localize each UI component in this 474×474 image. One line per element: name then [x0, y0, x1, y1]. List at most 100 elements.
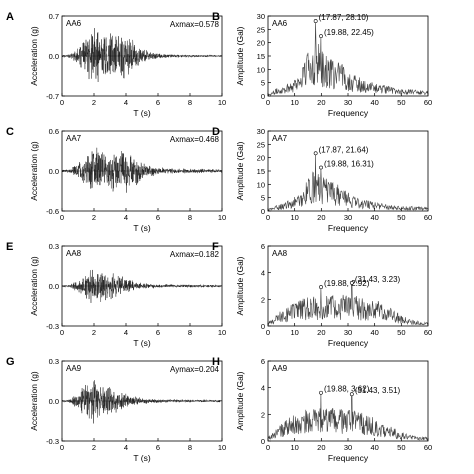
x-tick-label: 8	[188, 213, 192, 222]
y-axis-label: Acceleration (g)	[29, 26, 39, 86]
peak-label: (17.87, 21.64)	[319, 145, 369, 154]
x-tick-label: 6	[156, 213, 160, 222]
peak-label: (31.43, 3.23)	[355, 275, 401, 284]
station-label: AA6	[66, 19, 82, 28]
x-axis-label: Frequency	[328, 453, 369, 463]
peak-label: (17.87, 28.10)	[319, 13, 369, 22]
panel-a: A 0 2 4 6 8 10 -0.7 0.0 0.7 T (s) Acceleration (g) A…	[6, 11, 226, 118]
y-axis-label: Acceleration (g)	[29, 141, 39, 201]
panel-e: E 0 2 4 6 8 10 -0.3 0.0 0.3 T (s) Acceleration (g) A…	[6, 241, 226, 348]
x-tick-label: 4	[124, 98, 128, 107]
x-tick-label: 50	[397, 213, 405, 222]
x-tick-label: 20	[317, 443, 325, 452]
y-tick-label: -0.6	[46, 207, 59, 216]
panel-letter: H	[212, 356, 220, 368]
x-tick-label: 10	[290, 98, 298, 107]
y-tick-label: 2	[261, 295, 265, 304]
y-tick-label: 0.0	[49, 282, 59, 291]
y-tick-label: 2	[261, 410, 265, 419]
y-tick-label: 6	[261, 242, 265, 251]
peak-marker	[319, 285, 323, 289]
x-tick-label: 50	[397, 328, 405, 337]
x-tick-label: 20	[317, 328, 325, 337]
series-line	[268, 153, 428, 211]
y-tick-label: 0.0	[49, 52, 59, 61]
peak-acceleration-label: Aymax=0.204	[170, 365, 220, 374]
peak-marker	[313, 151, 318, 156]
series-line	[62, 269, 222, 303]
x-tick-label: 10	[218, 213, 226, 222]
y-tick-label: 20	[257, 154, 265, 163]
x-tick-label: 2	[92, 443, 96, 452]
x-tick-label: 0	[60, 213, 64, 222]
y-tick-label: -0.7	[46, 92, 59, 101]
y-tick-label: 4	[261, 384, 265, 393]
panel-letter: F	[212, 241, 219, 253]
x-tick-label: 8	[188, 328, 192, 337]
x-axis-label: Frequency	[328, 108, 369, 118]
x-tick-label: 60	[424, 213, 432, 222]
x-tick-label: 2	[92, 213, 96, 222]
x-tick-label: 0	[266, 213, 270, 222]
x-axis-label: T (s)	[133, 453, 150, 463]
x-tick-label: 30	[344, 443, 352, 452]
series-line	[62, 380, 222, 424]
y-tick-label: 0.7	[49, 12, 59, 21]
x-tick-label: 40	[370, 443, 378, 452]
x-axis-label: T (s)	[133, 108, 150, 118]
x-tick-label: 60	[424, 443, 432, 452]
series-line	[268, 392, 428, 441]
peak-marker	[319, 390, 323, 395]
x-tick-label: 0	[266, 443, 270, 452]
x-tick-label: 10	[218, 328, 226, 337]
y-tick-label: 5	[261, 194, 265, 203]
peak-acceleration-label: Axmax=0.578	[170, 20, 220, 29]
y-axis-label: Acceleration (g)	[29, 371, 39, 431]
panel-letter: C	[6, 126, 14, 138]
x-tick-label: 8	[188, 443, 192, 452]
series-line	[268, 282, 428, 326]
peak-acceleration-label: Axmax=0.182	[170, 250, 220, 259]
panel-letter: B	[212, 11, 220, 23]
x-tick-label: 30	[344, 213, 352, 222]
peak-label: (19.88, 22.45)	[324, 28, 374, 37]
y-tick-label: 30	[257, 127, 265, 136]
x-axis-label: T (s)	[133, 223, 150, 233]
peak-label: (19.88, 2.92)	[324, 279, 370, 288]
y-axis-label: Amplitude (Gal)	[235, 141, 245, 200]
x-axis-label: T (s)	[133, 338, 150, 348]
y-tick-label: 4	[261, 269, 265, 278]
y-tick-label: 10	[257, 65, 265, 74]
x-tick-label: 0	[266, 328, 270, 337]
peak-label: (19.88, 16.31)	[324, 160, 374, 169]
x-tick-label: 10	[218, 98, 226, 107]
y-tick-label: 0	[261, 322, 265, 331]
panel-letter: G	[6, 356, 15, 368]
x-tick-label: 60	[424, 328, 432, 337]
y-tick-label: 6	[261, 357, 265, 366]
peak-label: (31.43, 3.51)	[355, 386, 401, 395]
y-tick-label: 0	[261, 207, 265, 216]
x-tick-label: 30	[344, 98, 352, 107]
x-tick-label: 50	[397, 443, 405, 452]
peak-marker	[313, 19, 318, 23]
y-tick-label: 0	[261, 92, 265, 101]
y-tick-label: 25	[257, 25, 265, 34]
station-label: AA7	[272, 134, 288, 143]
x-tick-label: 6	[156, 443, 160, 452]
y-tick-label: 25	[257, 140, 265, 149]
y-tick-label: 0.0	[49, 167, 59, 176]
x-axis-label: Frequency	[328, 338, 369, 348]
x-tick-label: 4	[124, 328, 128, 337]
x-tick-label: 40	[370, 98, 378, 107]
peak-marker	[349, 281, 354, 285]
station-label: AA8	[272, 249, 288, 258]
panel-letter: D	[212, 126, 220, 138]
x-tick-label: 10	[218, 443, 226, 452]
series-line	[62, 28, 222, 82]
peak-marker	[349, 392, 354, 397]
panel-d: D0 10 20 30 40 50 60051015202530FrequencyAmpli…	[212, 126, 432, 233]
y-tick-label: 20	[257, 39, 265, 48]
x-tick-label: 10	[290, 443, 298, 452]
